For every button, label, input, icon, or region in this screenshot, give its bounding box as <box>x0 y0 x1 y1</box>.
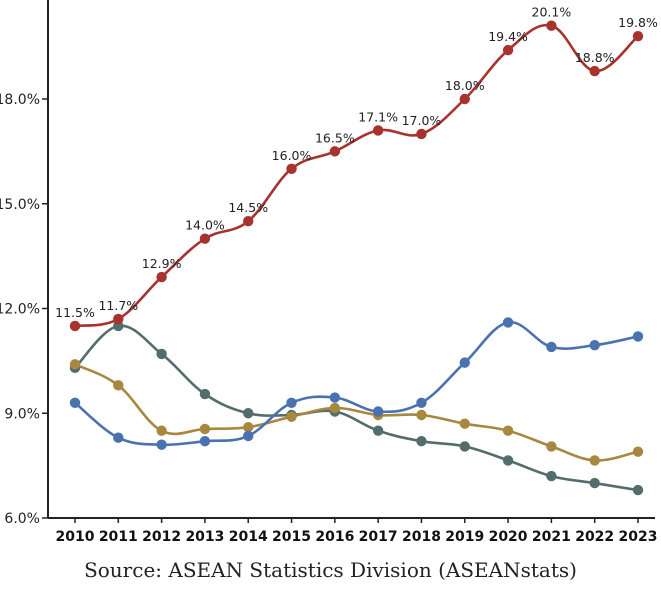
data-point <box>113 313 124 325</box>
data-point <box>372 425 384 436</box>
data-point <box>459 93 470 105</box>
data-label: 16.5% <box>315 130 355 145</box>
data-point <box>113 432 124 443</box>
data-point <box>546 441 557 452</box>
data-label: 16.0% <box>272 148 312 163</box>
y-tick-label: 18.0% <box>0 92 40 108</box>
data-point <box>632 446 644 457</box>
data-point <box>243 430 254 442</box>
data-point <box>632 484 644 496</box>
y-tick-label: 6.0% <box>4 511 40 527</box>
data-point <box>372 125 384 136</box>
data-point <box>156 271 167 283</box>
x-tick-label: 2021 <box>532 529 571 545</box>
data-point <box>589 339 600 351</box>
x-tick-label: 2017 <box>359 529 398 545</box>
x-tick-label: 2013 <box>185 529 224 545</box>
y-axis-ticks: 6.0% 9.0% 12.0% 15.0% 18.0% <box>0 92 48 527</box>
data-point <box>286 163 297 175</box>
data-point <box>243 422 254 433</box>
data-label: 17.1% <box>358 109 398 124</box>
data-point <box>459 441 470 452</box>
data-point <box>502 317 514 328</box>
data-point <box>156 425 167 436</box>
x-tick-label: 2022 <box>575 529 614 545</box>
data-point <box>502 455 514 466</box>
x-tick-label: 2023 <box>619 529 658 545</box>
data-point <box>329 392 341 403</box>
y-tick-label: 12.0% <box>0 302 40 318</box>
data-point <box>199 233 211 244</box>
x-axis-ticks: 2010 2011 2012 2013 2014 2015 2016 2017 2018 2019… <box>56 518 658 545</box>
x-tick-label: 2019 <box>445 529 484 545</box>
data-point <box>416 435 427 447</box>
x-tick-label: 2010 <box>56 529 95 545</box>
data-label: 19.8% <box>618 15 658 30</box>
data-label: 11.5% <box>55 305 95 320</box>
series-points <box>69 20 644 496</box>
data-point <box>372 406 384 417</box>
x-tick-label: 2015 <box>272 529 311 545</box>
data-point <box>69 359 81 370</box>
data-point <box>546 341 557 353</box>
chart-axes <box>47 0 655 519</box>
data-point <box>69 397 81 408</box>
data-point <box>113 380 124 391</box>
data-point <box>502 425 514 436</box>
data-point <box>286 397 297 408</box>
data-point <box>416 397 427 408</box>
data-point <box>243 216 254 227</box>
data-point <box>632 30 644 42</box>
data-point <box>459 357 470 368</box>
data-point <box>546 20 557 31</box>
data-label: 11.7% <box>98 298 138 313</box>
data-point <box>416 409 427 421</box>
line-chart: 6.0% 9.0% 12.0% 15.0% 18.0% 2010201120122013… <box>0 0 658 545</box>
data-label: 12.9% <box>142 256 182 271</box>
x-tick-label: 2012 <box>142 529 181 545</box>
x-tick-label: 2016 <box>315 529 354 545</box>
data-point <box>589 455 600 466</box>
data-label: 20.1% <box>532 5 572 20</box>
source-caption: Source: ASEAN Statistics Division (ASEAN… <box>84 558 577 582</box>
data-point <box>69 320 81 332</box>
data-point <box>502 44 514 56</box>
data-point <box>199 435 211 447</box>
data-label: 14.5% <box>228 200 268 215</box>
data-label: 18.0% <box>445 78 485 93</box>
data-label: 17.0% <box>402 113 442 128</box>
data-point <box>199 388 211 400</box>
x-tick-label: 2011 <box>99 529 138 545</box>
data-point <box>416 128 427 140</box>
data-point <box>546 470 557 482</box>
data-point <box>243 408 254 419</box>
data-labels: 11.5% 11.7% 12.9% 14.0%14.5% 16.0%16.5%17.1%… <box>55 5 658 320</box>
data-point <box>329 146 341 157</box>
data-label: 19.4% <box>488 29 528 44</box>
data-point <box>459 418 470 429</box>
y-tick-label: 9.0% <box>4 406 40 422</box>
data-point <box>632 331 644 342</box>
x-tick-label: 2020 <box>489 529 528 545</box>
data-point <box>589 477 600 489</box>
data-point <box>156 439 167 450</box>
data-point <box>589 65 600 77</box>
data-label: 14.0% <box>185 218 225 233</box>
data-point <box>329 402 341 414</box>
data-label: 18.8% <box>575 50 615 65</box>
data-point <box>156 348 167 360</box>
y-tick-label: 15.0% <box>0 197 40 213</box>
data-point <box>286 411 297 422</box>
data-point <box>199 423 211 435</box>
x-tick-label: 2018 <box>402 529 441 545</box>
x-tick-label: 2014 <box>229 529 268 545</box>
